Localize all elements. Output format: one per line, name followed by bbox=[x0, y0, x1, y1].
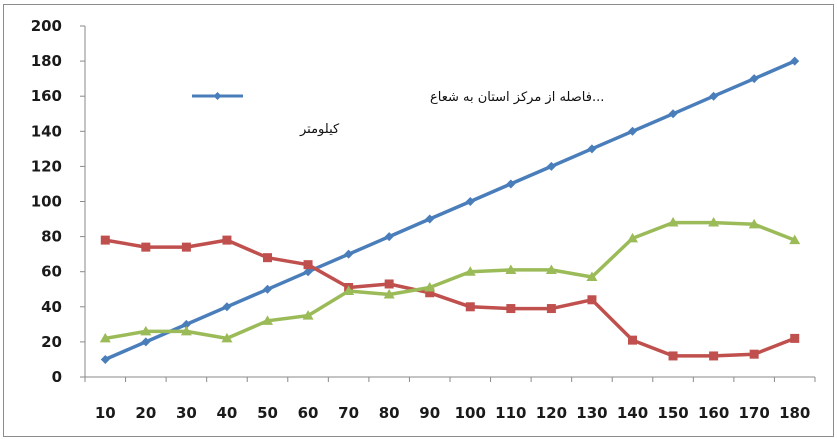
x-tick-label: 130 bbox=[576, 404, 607, 422]
y-tick-label: 60 bbox=[41, 263, 62, 281]
series-3-point bbox=[343, 285, 355, 296]
x-tick-label: 120 bbox=[536, 404, 567, 422]
x-tick-label: 10 bbox=[95, 404, 116, 422]
series-3-point bbox=[302, 310, 314, 320]
x-tick-label: 140 bbox=[617, 404, 648, 422]
series-1-line bbox=[104, 59, 796, 362]
series-2-point bbox=[709, 351, 719, 361]
series-3-point bbox=[99, 332, 111, 343]
series-2 bbox=[100, 235, 800, 361]
series-3-point bbox=[424, 281, 436, 292]
x-tick-label: 20 bbox=[135, 404, 156, 422]
chart-frame bbox=[3, 4, 834, 437]
series-1-point bbox=[749, 74, 759, 84]
series-2-point bbox=[790, 333, 800, 343]
series-2-point bbox=[222, 235, 232, 245]
series-1-point bbox=[344, 249, 354, 259]
series-3-point bbox=[627, 232, 638, 243]
series-1 bbox=[100, 56, 800, 364]
y-tick-label: 40 bbox=[41, 298, 62, 316]
series-3-point bbox=[180, 325, 192, 336]
x-tick-label: 110 bbox=[495, 404, 526, 422]
x-tick-label: 170 bbox=[739, 404, 770, 422]
x-tick-label: 40 bbox=[217, 404, 238, 422]
series-1-point bbox=[222, 302, 232, 312]
series-3-line bbox=[105, 220, 796, 341]
y-tick-label: 200 bbox=[31, 17, 62, 35]
y-tick-label: 80 bbox=[41, 228, 62, 246]
series-1-point bbox=[587, 144, 597, 154]
series-2-point bbox=[100, 235, 110, 245]
legend: ...فاصله از مرکز استان به شعاع کیلومتر bbox=[192, 90, 604, 137]
x-tick-label: 30 bbox=[176, 404, 197, 422]
series-2-point bbox=[303, 260, 313, 270]
series-3-point bbox=[748, 218, 760, 229]
series-group bbox=[99, 56, 801, 364]
series-1-point bbox=[303, 267, 313, 277]
series-1-point bbox=[425, 214, 435, 224]
series-1-point bbox=[628, 126, 637, 136]
y-tick-label: 120 bbox=[31, 157, 62, 175]
y-tick-label: 140 bbox=[31, 122, 62, 140]
x-tick-label: 180 bbox=[779, 404, 810, 422]
series-1-point bbox=[506, 179, 516, 189]
x-axis-ticks: 10 20 30 40 50 60 70 80 90 100 110 120 130 140 150 160 1… bbox=[84, 377, 816, 422]
y-tick-label: 100 bbox=[31, 193, 62, 211]
series-2-point bbox=[263, 253, 272, 263]
series-3-point bbox=[464, 266, 476, 276]
series-1-point bbox=[546, 161, 556, 171]
series-2-point bbox=[141, 242, 151, 252]
series-3-point bbox=[586, 271, 598, 281]
series-3-point bbox=[708, 217, 720, 227]
series-2-point bbox=[384, 279, 394, 289]
series-1-point bbox=[181, 319, 191, 329]
x-tick-label: 160 bbox=[698, 404, 729, 422]
axes bbox=[84, 26, 815, 378]
series-3-point bbox=[383, 289, 395, 299]
series-1-point bbox=[465, 197, 475, 206]
series-2-point bbox=[587, 295, 597, 305]
y-tick-label: 160 bbox=[31, 87, 62, 105]
series-2-point bbox=[425, 288, 435, 298]
x-tick-label: 80 bbox=[379, 404, 400, 422]
series-1-point bbox=[668, 109, 678, 119]
series-1-point bbox=[384, 232, 394, 242]
x-tick-label: 150 bbox=[657, 404, 688, 422]
y-tick-label: 20 bbox=[41, 333, 62, 351]
legend-label-line1: ...فاصله از مرکز استان به شعاع bbox=[430, 90, 604, 105]
series-1-point bbox=[100, 354, 110, 364]
series-2-point bbox=[506, 304, 516, 314]
series-1-point bbox=[709, 91, 719, 101]
series-3-point bbox=[262, 315, 273, 325]
series-2-line bbox=[105, 238, 796, 358]
series-2-point bbox=[181, 242, 191, 252]
series-3-point bbox=[789, 234, 801, 245]
series-2-point bbox=[749, 349, 759, 359]
series-2-point bbox=[628, 335, 637, 345]
series-3 bbox=[99, 217, 801, 343]
series-2-point bbox=[668, 351, 678, 361]
series-3-point bbox=[221, 332, 233, 343]
x-tick-label: 100 bbox=[455, 404, 486, 422]
series-3-point bbox=[667, 217, 679, 227]
x-tick-label: 90 bbox=[419, 404, 440, 422]
x-tick-label: 50 bbox=[257, 404, 278, 422]
y-tick-label: 180 bbox=[31, 52, 62, 70]
x-tick-label: 70 bbox=[338, 404, 359, 422]
series-1-point bbox=[263, 284, 272, 294]
series-2-point bbox=[465, 302, 475, 312]
legend-label-line2: کیلومتر bbox=[299, 122, 340, 137]
legend-marker-diamond bbox=[213, 92, 222, 100]
series-3-point bbox=[505, 264, 517, 274]
x-tick-label: 60 bbox=[298, 404, 319, 422]
series-3-point bbox=[140, 325, 152, 336]
y-tick-label: 0 bbox=[52, 368, 62, 386]
y-axis-ticks: 0 20 40 60 80 100 120 140 160 180 200 bbox=[31, 17, 85, 386]
series-2-point bbox=[546, 304, 556, 314]
series-3-point bbox=[545, 264, 557, 274]
series-1-point bbox=[790, 56, 800, 66]
series-1-point bbox=[141, 337, 151, 347]
